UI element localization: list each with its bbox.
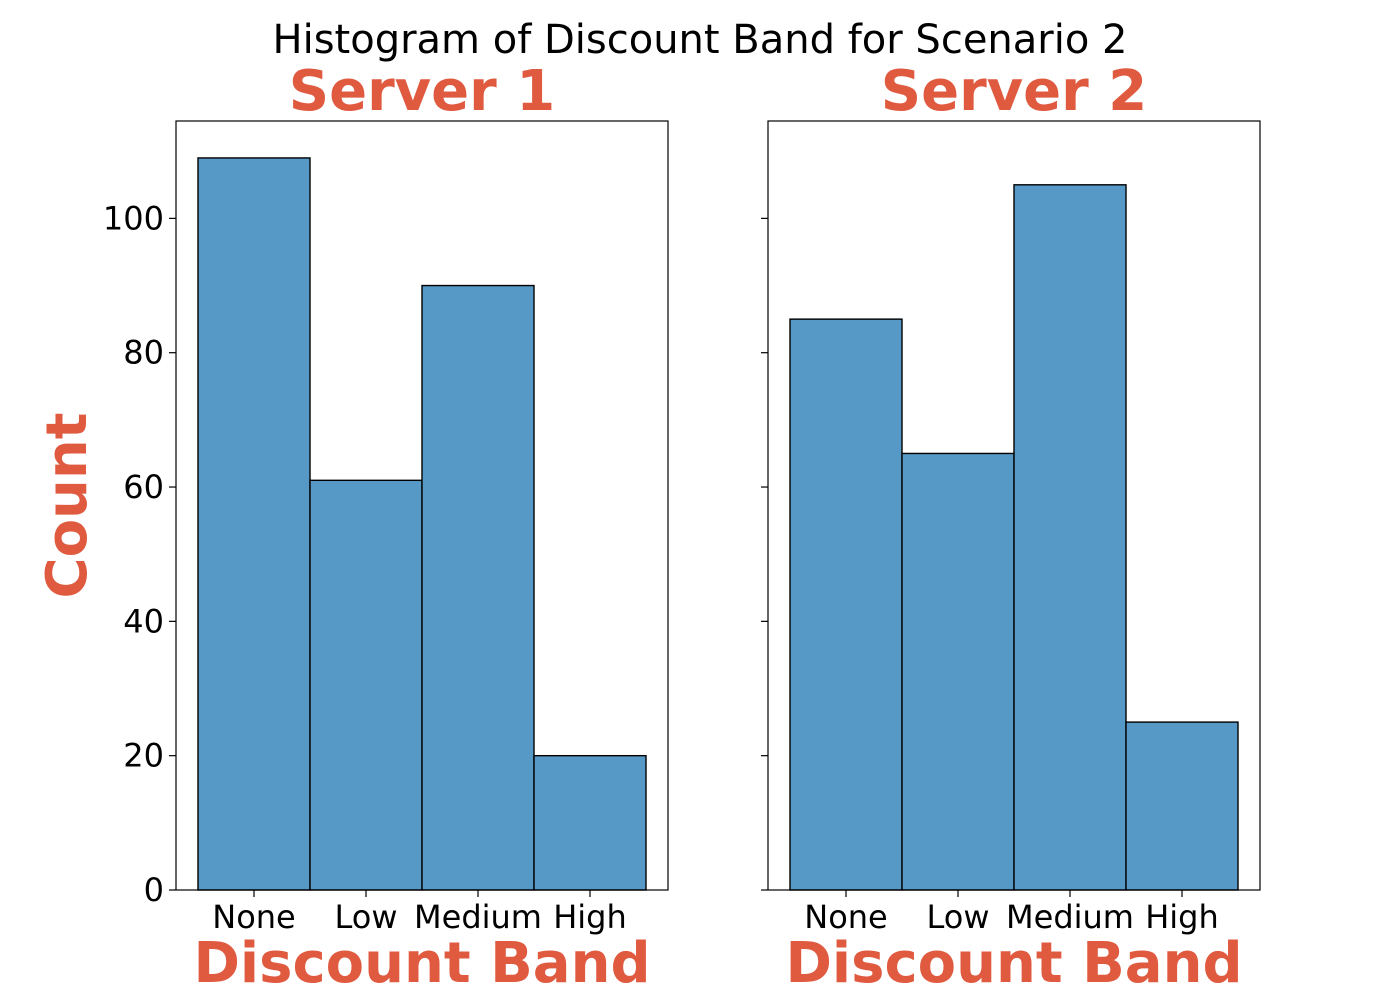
bar-low	[901, 452, 1015, 891]
x-tick-label-high: High	[553, 898, 627, 936]
x-tick-label-high: High	[1145, 898, 1219, 936]
x-tick-label-low: Low	[926, 898, 989, 936]
y-tick-label: 100	[103, 199, 164, 237]
bar-none	[197, 157, 311, 891]
x-axis-label: Discount Band	[785, 931, 1242, 996]
bar-low	[309, 479, 423, 891]
bar-none	[789, 318, 903, 891]
y-tick-label: 60	[123, 468, 164, 506]
y-tick-label: 80	[123, 334, 164, 372]
panels-layer: 0 20 40 60 80 100 None Low Medium High Server 1 Dis…	[35, 59, 1261, 996]
panel-title: Server 1	[289, 59, 556, 124]
plot-frame	[767, 120, 1261, 891]
plot-frame	[175, 120, 669, 891]
figure-title: Histogram of Discount Band for Scenario …	[273, 17, 1128, 63]
panel-2: None Low Medium High Server 2 Discount Band	[761, 59, 1261, 996]
x-tick-label-medium: Medium	[1006, 898, 1134, 936]
panel-title: Server 2	[881, 59, 1148, 124]
bar-medium	[1013, 184, 1127, 891]
x-tick-label-medium: Medium	[414, 898, 542, 936]
panel-1: 0 20 40 60 80 100 None Low Medium High Server 1 Dis…	[35, 59, 669, 996]
x-tick-label-none: None	[804, 898, 887, 936]
y-tick-label: 20	[123, 737, 164, 775]
y-tick-label: 0	[144, 871, 164, 909]
bar-medium	[421, 284, 535, 891]
x-tick-label-low: Low	[334, 898, 397, 936]
x-axis-label: Discount Band	[193, 931, 650, 996]
bar-high	[533, 754, 647, 891]
bar-high	[1125, 721, 1239, 891]
y-tick-label: 40	[123, 602, 164, 640]
y-axis-label: Count	[35, 412, 100, 598]
x-tick-label-none: None	[212, 898, 295, 936]
